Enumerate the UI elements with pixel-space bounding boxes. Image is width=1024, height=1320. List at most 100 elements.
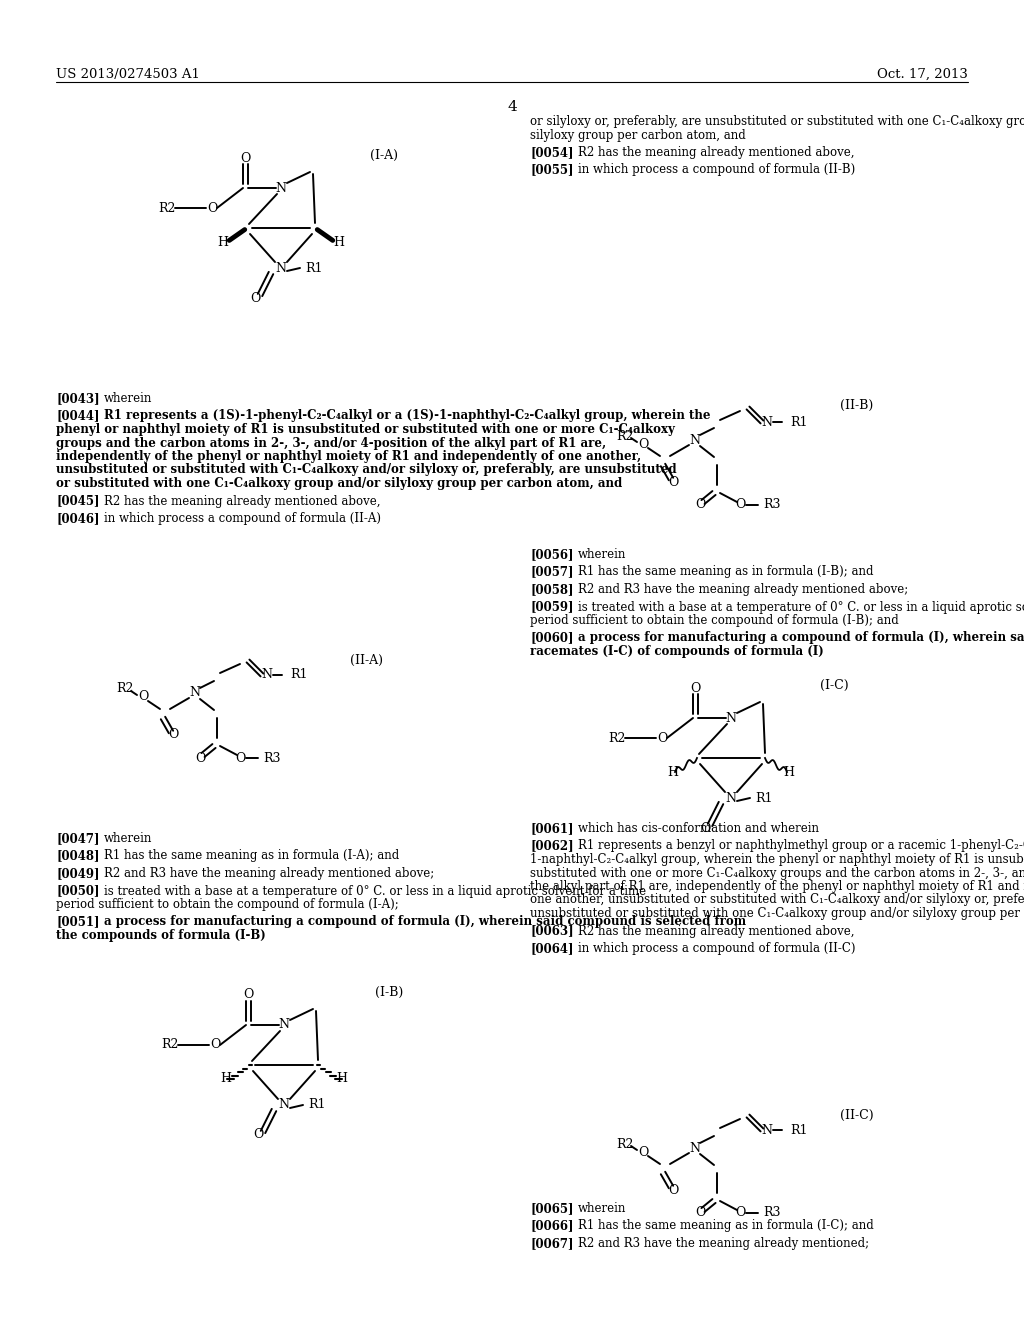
Text: R1 has the same meaning as in formula (I-A); and: R1 has the same meaning as in formula (I… [104,850,399,862]
Text: H: H [337,1072,347,1085]
Text: [0067]: [0067] [530,1237,573,1250]
Text: O: O [243,989,253,1002]
Text: O: O [695,1206,706,1220]
Text: R2: R2 [117,682,134,696]
Text: N: N [725,792,736,804]
Text: [0051]: [0051] [56,916,99,928]
Text: N: N [762,416,772,429]
Text: N: N [279,1098,290,1111]
Text: silyloxy group per carbon atom, and: silyloxy group per carbon atom, and [530,128,745,141]
Text: O: O [668,1184,678,1196]
Text: R2 and R3 have the meaning already mentioned above;: R2 and R3 have the meaning already menti… [578,583,908,597]
Text: (I-A): (I-A) [370,149,398,161]
Text: N: N [279,1019,290,1031]
Text: or substituted with one C₁-C₄alkoxy group and/or silyloxy group per carbon atom,: or substituted with one C₁-C₄alkoxy grou… [56,477,623,490]
Text: O: O [138,690,148,704]
Text: R1 has the same meaning as in formula (I-C); and: R1 has the same meaning as in formula (I… [578,1220,873,1233]
Text: R1: R1 [290,668,307,681]
Text: [0058]: [0058] [530,583,573,597]
Text: phenyl or naphthyl moiety of R1 is unsubstituted or substituted with one or more: phenyl or naphthyl moiety of R1 is unsub… [56,422,675,436]
Text: wherein: wherein [578,1203,627,1214]
Text: R1: R1 [305,261,323,275]
Text: period sufficient to obtain the compound of formula (I-A);: period sufficient to obtain the compound… [56,898,398,911]
Text: Oct. 17, 2013: Oct. 17, 2013 [878,69,968,81]
Text: O: O [234,751,245,764]
Text: US 2013/0274503 A1: US 2013/0274503 A1 [56,69,200,81]
Text: N: N [189,686,201,700]
Text: [0062]: [0062] [530,840,573,853]
Text: O: O [168,729,178,742]
Text: O: O [656,731,668,744]
Text: (II-A): (II-A) [350,653,383,667]
Text: R1: R1 [790,1123,808,1137]
Text: wherein: wherein [104,832,153,845]
Text: H: H [668,766,679,779]
Text: a process for manufacturing a compound of formula (I), wherein said compound is : a process for manufacturing a compound o… [578,631,1024,644]
Text: [0054]: [0054] [530,147,573,158]
Text: R2 has the meaning already mentioned above,: R2 has the meaning already mentioned abo… [578,924,854,937]
Text: [0044]: [0044] [56,409,99,422]
Text: N: N [725,711,736,725]
Text: [0048]: [0048] [56,850,99,862]
Text: O: O [638,437,648,450]
Text: [0061]: [0061] [530,822,573,836]
Text: R2 has the meaning already mentioned above,: R2 has the meaning already mentioned abo… [104,495,381,507]
Text: N: N [689,433,700,446]
Text: [0057]: [0057] [530,565,573,578]
Text: N: N [762,1123,772,1137]
Text: groups and the carbon atoms in 2-, 3-, and/or 4-position of the alkyl part of R1: groups and the carbon atoms in 2-, 3-, a… [56,437,606,450]
Text: O: O [210,1039,220,1052]
Text: H: H [334,235,344,248]
Text: unsubstituted or substituted with C₁-C₄alkoxy and/or silyloxy or, preferably, ar: unsubstituted or substituted with C₁-C₄a… [56,463,677,477]
Text: R3: R3 [763,1206,780,1220]
Text: unsubstituted or substituted with one C₁-C₄alkoxy group and/or silyloxy group pe: unsubstituted or substituted with one C₁… [530,907,1024,920]
Text: period sufficient to obtain the compound of formula (I-B); and: period sufficient to obtain the compound… [530,614,899,627]
Text: H: H [217,235,228,248]
Text: is treated with a base at a temperature of 0° C. or less in a liquid aprotic sol: is treated with a base at a temperature … [578,601,1024,614]
Text: R1 represents a (1S)-1-phenyl-C₂-C₄alkyl or a (1S)-1-naphthyl-C₂-C₄alkyl group, : R1 represents a (1S)-1-phenyl-C₂-C₄alkyl… [104,409,711,422]
Text: substituted with one or more C₁-C₄alkoxy groups and the carbon atoms in 2-, 3-, : substituted with one or more C₁-C₄alkoxy… [530,866,1024,879]
Text: H: H [783,766,795,779]
Text: (I-B): (I-B) [375,986,403,998]
Text: O: O [253,1129,263,1142]
Text: [0043]: [0043] [56,392,99,405]
Text: R3: R3 [263,751,281,764]
Text: or silyloxy or, preferably, are unsubstituted or substituted with one C₁-C₄alkox: or silyloxy or, preferably, are unsubsti… [530,115,1024,128]
Text: [0060]: [0060] [530,631,573,644]
Text: which has cis-conformation and wherein: which has cis-conformation and wherein [578,822,819,836]
Text: O: O [735,499,745,511]
Text: O: O [695,499,706,511]
Text: [0065]: [0065] [530,1203,573,1214]
Text: R2: R2 [162,1039,178,1052]
Text: (II-B): (II-B) [840,399,873,412]
Text: [0055]: [0055] [530,164,573,177]
Text: (II-C): (II-C) [840,1109,873,1122]
Text: [0049]: [0049] [56,867,99,880]
Text: [0046]: [0046] [56,512,99,525]
Text: N: N [261,668,272,681]
Text: R2 and R3 have the meaning already mentioned above;: R2 and R3 have the meaning already menti… [104,867,434,880]
Text: [0047]: [0047] [56,832,99,845]
Text: [0050]: [0050] [56,884,99,898]
Text: wherein: wherein [104,392,153,405]
Text: 4: 4 [507,100,517,114]
Text: O: O [195,751,205,764]
Text: [0059]: [0059] [530,601,573,614]
Text: R1: R1 [790,416,808,429]
Text: R2 and R3 have the meaning already mentioned;: R2 and R3 have the meaning already menti… [578,1237,869,1250]
Text: R2: R2 [616,429,634,442]
Text: R2: R2 [616,1138,634,1151]
Text: is treated with a base at a temperature of 0° C. or less in a liquid aprotic sol: is treated with a base at a temperature … [104,884,646,898]
Text: O: O [668,475,678,488]
Text: R1 represents a benzyl or naphthylmethyl group or a racemic 1-phenyl-C₂-C₄alkyl : R1 represents a benzyl or naphthylmethyl… [578,840,1024,853]
Text: [0066]: [0066] [530,1220,573,1233]
Text: the alkyl part of R1 are, independently of the phenyl or naphthyl moiety of R1 a: the alkyl part of R1 are, independently … [530,880,1024,894]
Text: R1 has the same meaning as in formula (I-B); and: R1 has the same meaning as in formula (I… [578,565,873,578]
Text: in which process a compound of formula (II-A): in which process a compound of formula (… [104,512,381,525]
Text: O: O [690,681,700,694]
Text: racemates (I-C) of compounds of formula (I): racemates (I-C) of compounds of formula … [530,645,823,657]
Text: [0064]: [0064] [530,942,573,954]
Text: O: O [250,292,260,305]
Text: the compounds of formula (I-B): the compounds of formula (I-B) [56,929,266,942]
Text: in which process a compound of formula (II-C): in which process a compound of formula (… [578,942,855,954]
